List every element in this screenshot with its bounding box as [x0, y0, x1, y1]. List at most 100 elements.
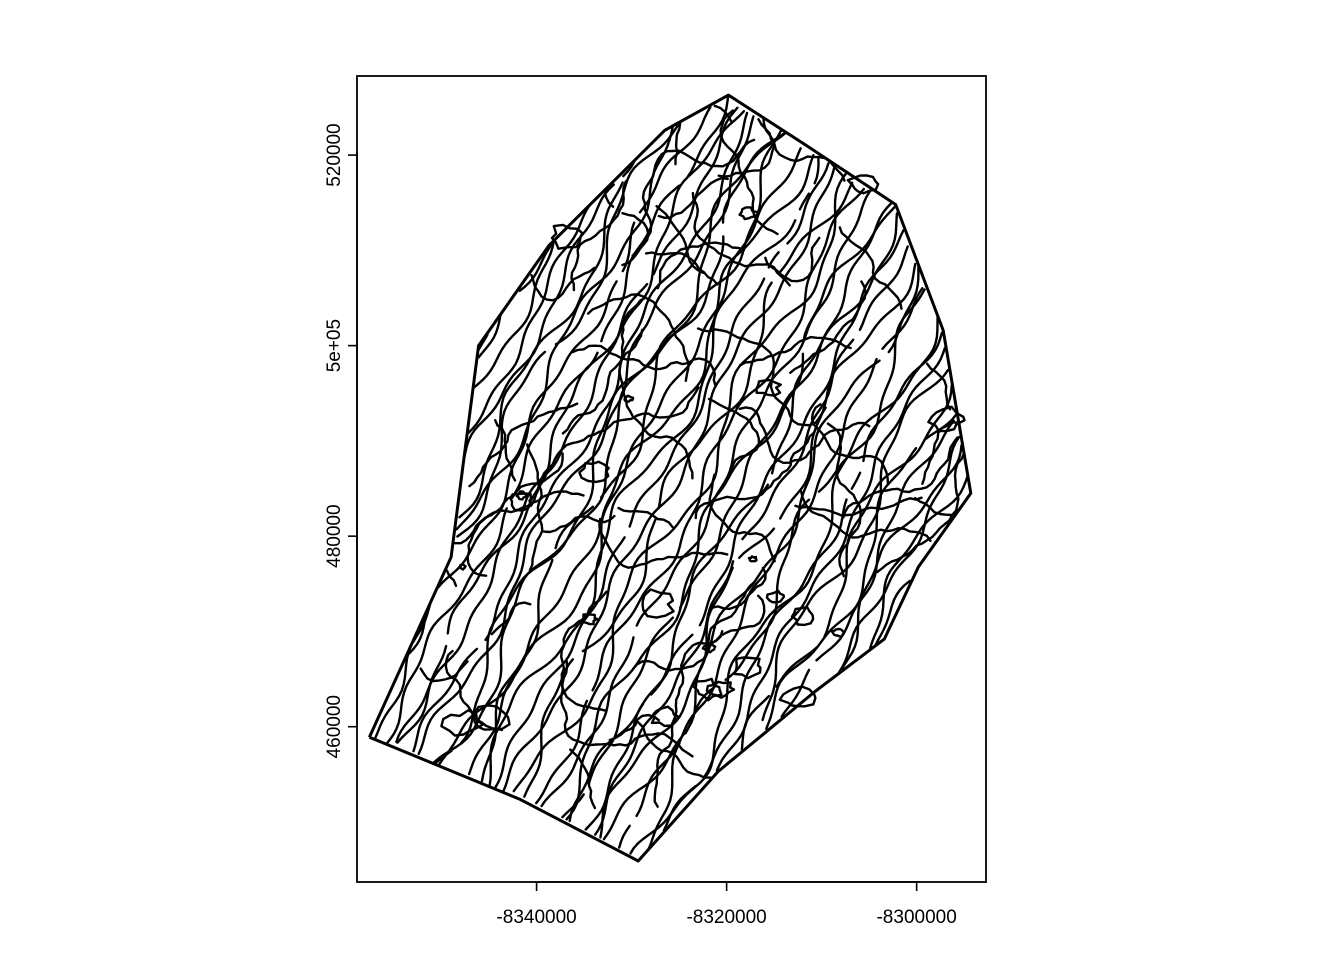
geology-contour-line — [621, 211, 650, 267]
geology-contour-line — [586, 293, 690, 382]
geology-unit-outline — [705, 680, 736, 699]
geology-contour-line — [618, 824, 631, 849]
geology-unit-outline — [578, 460, 610, 484]
geology-unit-outline — [733, 656, 762, 680]
geology-contour-line — [881, 287, 924, 350]
geology-contour-line — [826, 422, 862, 578]
geology-contour-line — [568, 483, 770, 823]
geology-contour-line — [560, 659, 694, 758]
geology-contour-line — [635, 357, 878, 818]
geology-contour-line — [633, 717, 712, 779]
geology-contour-line — [802, 204, 897, 342]
geology-contour-line — [433, 235, 725, 764]
geology-contour-line — [706, 580, 756, 648]
geology-contour-line — [798, 192, 811, 211]
geology-contour-line — [587, 616, 675, 785]
geology-contour-line — [656, 241, 746, 290]
geology-contour-line — [778, 181, 854, 275]
study-area-boundary — [368, 93, 973, 863]
boundary-hull — [368, 93, 973, 863]
geology-contour-line — [565, 352, 805, 821]
geology-unit-outline — [459, 563, 467, 571]
geology-contour-line — [710, 566, 767, 611]
geology-contour-line — [561, 328, 644, 435]
geology-unit-outline — [790, 605, 815, 627]
geology-contour-line — [858, 245, 909, 331]
geology-contour-line — [789, 280, 867, 374]
geology-contour-line — [512, 171, 848, 793]
geology-contour-line — [740, 694, 771, 751]
geology-contour-line — [874, 579, 911, 646]
geology-contour-line — [628, 277, 766, 528]
geology-contour-line — [526, 443, 544, 572]
geology-contour-line — [862, 331, 944, 463]
geology-contour-line — [518, 240, 556, 292]
geology-contour-line — [738, 335, 852, 367]
y-tick-label: 460000 — [324, 695, 345, 758]
geology-contour-line — [631, 138, 756, 258]
geology-contour-line — [444, 649, 504, 732]
geology-contour-line — [838, 444, 963, 674]
geology-contour-line — [471, 239, 555, 390]
geology-contour-line — [581, 518, 657, 653]
geology-contour-line — [837, 435, 961, 674]
x-tick-label: -8320000 — [686, 907, 766, 928]
geology-unit-outline — [778, 685, 817, 708]
geology-contour-line — [708, 473, 776, 563]
geology-contour-line — [869, 474, 969, 650]
geology-contour-line — [629, 315, 939, 855]
geology-contour-line — [569, 748, 597, 810]
geology-contour-line — [395, 282, 649, 744]
geology-contour-line — [696, 327, 827, 427]
geology-unit-outline — [641, 588, 675, 619]
geology-contour-line — [530, 266, 596, 302]
geology-contour-line — [876, 452, 966, 574]
geology-contour-line — [570, 180, 627, 292]
geology-contour-line — [477, 313, 502, 359]
geology-contour-line — [542, 514, 616, 534]
geology-contour-line — [738, 406, 871, 464]
geology-unit-outline — [738, 206, 759, 221]
geology-contour-line — [540, 636, 635, 808]
geology-contour-line — [657, 281, 773, 510]
geology-contour-line — [602, 359, 881, 841]
geology-contour-line — [490, 601, 532, 636]
geology-contour-line — [488, 219, 797, 787]
geology-contour-line — [638, 105, 712, 214]
geology-contour-line — [738, 527, 776, 559]
geology-unit-outline — [830, 627, 845, 639]
geology-contour-line — [794, 496, 923, 517]
geology-contour-line — [650, 633, 694, 696]
geology-contour-line — [456, 350, 547, 538]
geology-contour-line — [460, 132, 787, 744]
geology-contour-line — [674, 121, 682, 166]
geology-contour-line — [436, 280, 618, 589]
geology-contour-line — [647, 742, 681, 851]
x-tick-label: -8340000 — [496, 907, 576, 928]
geology-contour-line — [445, 569, 458, 587]
geology-contour-line — [657, 176, 729, 220]
geology-contour-line — [560, 590, 608, 712]
geology-contour-line — [813, 156, 820, 185]
geology-contour-line — [608, 713, 660, 742]
geology-contour-line — [780, 668, 811, 718]
geology-contour-line — [757, 118, 846, 182]
geology-contour-line — [698, 229, 905, 627]
geology-contour-line — [594, 560, 735, 836]
geology-contour-line — [591, 187, 865, 692]
geology-contour-line — [653, 630, 724, 808]
y-tick-label: 5e+05 — [324, 319, 345, 372]
geology-contour-line — [396, 644, 448, 744]
geology-contour-line — [417, 115, 755, 756]
geology-contour-line — [598, 517, 729, 569]
geology-contour-line — [529, 386, 700, 507]
geology-contour-line — [702, 498, 848, 779]
geology-contour-line — [926, 362, 952, 411]
geology-contour-line — [571, 344, 717, 387]
geology-contour-line — [691, 191, 791, 287]
geology-contour-line — [462, 183, 615, 460]
geology-unit-outline — [755, 378, 782, 397]
geology-unit-outline — [623, 394, 635, 403]
geology-unit-boundaries — [374, 94, 969, 855]
